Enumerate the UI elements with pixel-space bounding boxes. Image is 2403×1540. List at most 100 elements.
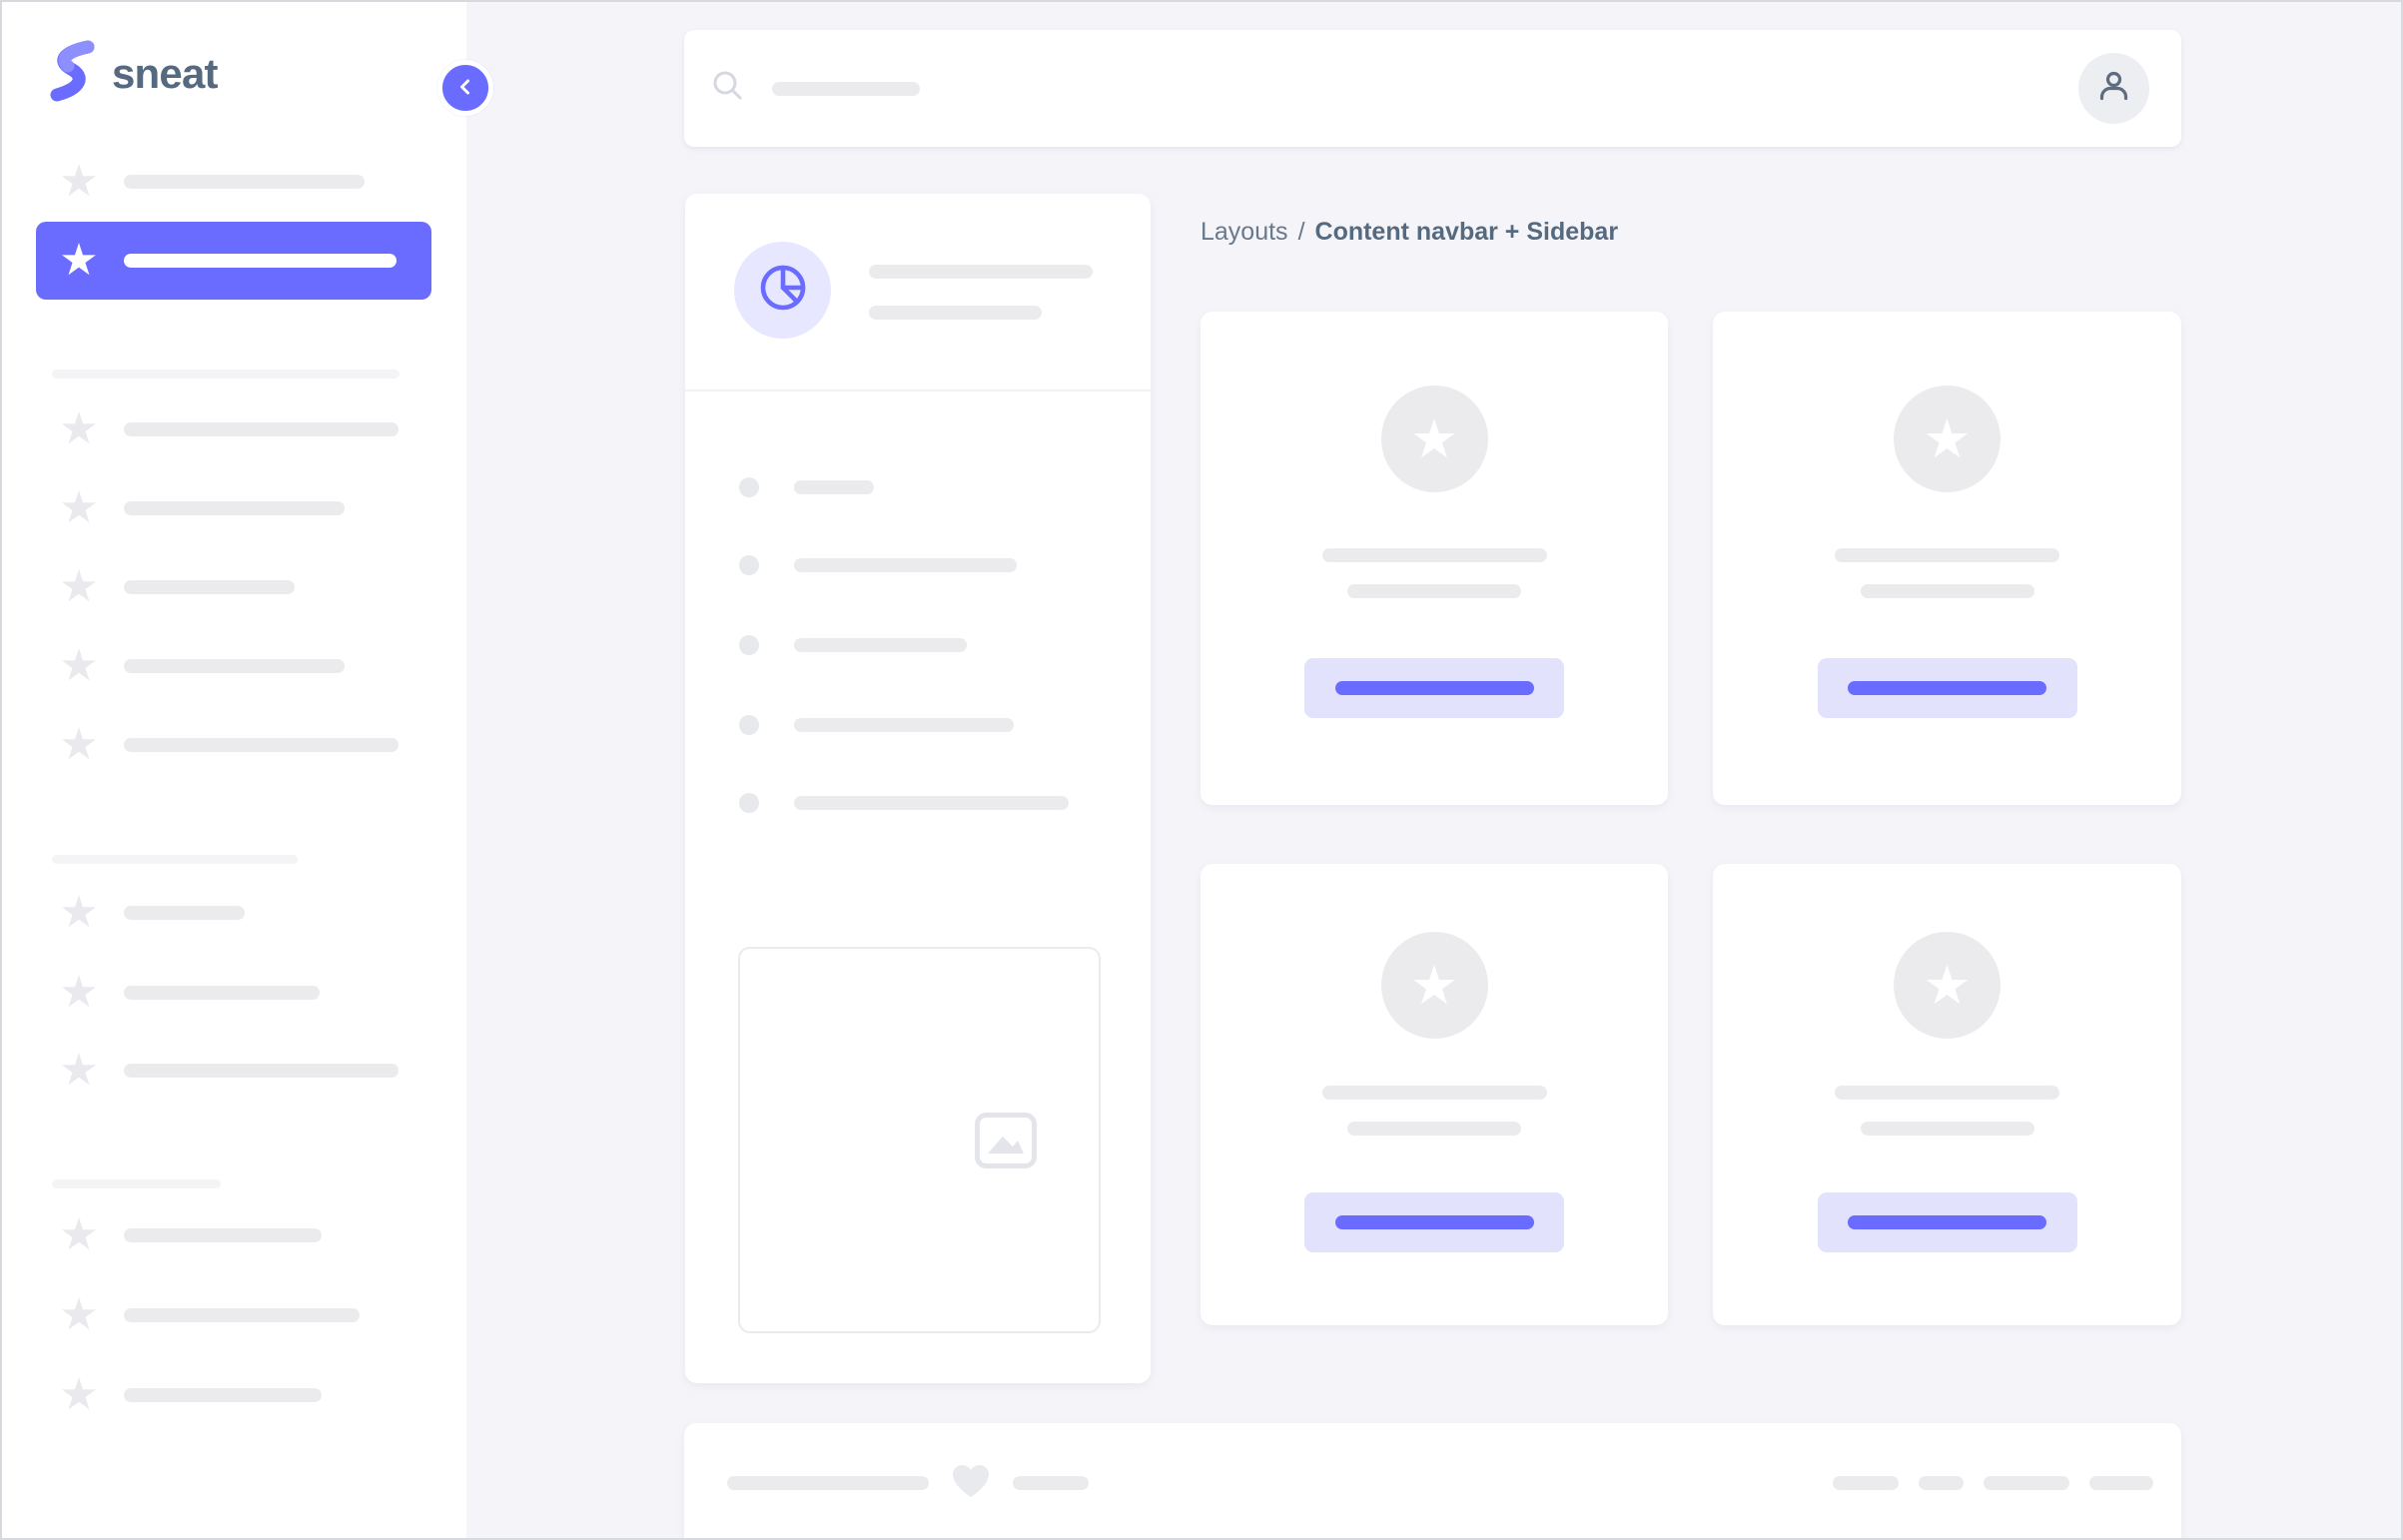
sidebar-collapse-button[interactable]: [437, 60, 493, 116]
image-icon: [975, 1113, 1037, 1173]
footer: [684, 1423, 2181, 1538]
star-icon: ★: [1409, 955, 1459, 1016]
list-bullet-dot: [739, 715, 759, 735]
footer-link-skeleton: [1984, 1476, 2069, 1490]
list-text-skeleton: [794, 558, 1017, 572]
star-icon: ★: [59, 1046, 99, 1095]
sidebar-item[interactable]: ★: [2, 1276, 466, 1354]
star-avatar: ★: [1380, 385, 1488, 492]
footer-left-group: [727, 1463, 1089, 1503]
sidebar-item[interactable]: ★: [2, 1032, 466, 1110]
sidebar-item[interactable]: ★: [2, 954, 466, 1032]
list-item: [739, 715, 1014, 735]
menu-section-divider: [52, 1179, 221, 1188]
star-avatar: ★: [1894, 932, 2001, 1039]
star-icon: ★: [59, 968, 99, 1017]
sidebar-item[interactable]: ★: [2, 1196, 466, 1274]
menu-label-skeleton: [124, 1228, 322, 1242]
star-icon: ★: [59, 483, 99, 532]
button-label-skeleton: [1334, 681, 1534, 695]
card-title-skeleton: [1321, 548, 1547, 562]
list-bullet-dot: [739, 635, 759, 655]
card-action-button[interactable]: [1304, 658, 1564, 718]
list-item: [739, 555, 1017, 575]
chevron-left-icon: [453, 75, 477, 102]
search-placeholder-skeleton: [772, 81, 920, 96]
footer-link-skeleton: [1833, 1476, 1899, 1490]
star-icon: ★: [59, 157, 99, 206]
star-icon: ★: [1923, 955, 1972, 1016]
sidebar-item[interactable]: ★: [2, 390, 466, 468]
footer-link-skeleton: [2089, 1476, 2153, 1490]
breadcrumb-separator: /: [1297, 218, 1305, 246]
list-item: [739, 477, 874, 497]
star-icon: ★: [59, 236, 99, 285]
user-avatar[interactable]: [2078, 53, 2149, 124]
layout-demo-card: [685, 194, 1151, 1383]
menu-label-skeleton: [124, 738, 399, 752]
menu-label-skeleton: [124, 1308, 360, 1322]
star-icon: ★: [59, 562, 99, 611]
breadcrumb-section[interactable]: Layouts: [1201, 218, 1288, 246]
star-icon: ★: [59, 720, 99, 769]
footer-text-skeleton: [1013, 1476, 1089, 1490]
image-placeholder: [738, 947, 1101, 1333]
button-label-skeleton: [1848, 1215, 2046, 1229]
card-action-button[interactable]: [1817, 1192, 2077, 1252]
menu-section-divider: [52, 855, 298, 864]
card-title-skeleton: [1835, 548, 2059, 562]
sidebar-item[interactable]: ★: [2, 627, 466, 705]
card-title-skeleton: [1835, 1086, 2059, 1100]
menu-label-skeleton: [124, 501, 345, 515]
sidebar-item[interactable]: ★: [2, 143, 466, 221]
heart-icon: [951, 1463, 991, 1504]
list-text-skeleton: [794, 796, 1069, 810]
footer-link-skeleton: [1919, 1476, 1964, 1490]
card-action-button[interactable]: [1304, 1192, 1564, 1252]
grid-card: ★: [1201, 312, 1668, 805]
list-item: [739, 635, 967, 655]
card-title-skeleton: [1321, 1086, 1547, 1100]
grid-card: ★: [1713, 864, 2181, 1325]
menu-label-skeleton: [124, 1388, 322, 1402]
menu-label-skeleton: [124, 659, 345, 673]
grid-card: ★: [1201, 864, 1668, 1325]
star-icon: ★: [59, 404, 99, 453]
sidebar-item[interactable]: ★: [2, 469, 466, 547]
sidebar-item[interactable]: ★: [2, 706, 466, 784]
menu-section-divider: [52, 370, 400, 379]
star-icon: ★: [59, 1370, 99, 1419]
star-icon: ★: [1923, 408, 1972, 469]
header-subtitle-skeleton: [869, 306, 1042, 320]
star-avatar: ★: [1894, 385, 2001, 492]
card-action-button[interactable]: [1817, 658, 2077, 718]
breadcrumb-current: Content navbar + Sidebar: [1314, 218, 1619, 246]
sidebar-item[interactable]: ★: [2, 874, 466, 952]
card-subtitle-skeleton: [1860, 584, 2034, 598]
card-subtitle-skeleton: [1347, 584, 1521, 598]
star-icon: ★: [1409, 408, 1459, 469]
sidebar-item[interactable]: ★: [2, 548, 466, 626]
card-subtitle-skeleton: [1347, 1122, 1521, 1136]
sidebar-item-active[interactable]: ★: [36, 222, 431, 300]
breadcrumb: Layouts / Content navbar + Sidebar: [1201, 218, 1618, 247]
card-subtitle-skeleton: [1860, 1122, 2034, 1136]
app-logo-text: sneat: [112, 49, 219, 97]
sidebar: sneat ★ ★ ★ ★ ★ ★ ★ ★ ★ ★ ★ ★ ★: [2, 2, 493, 1538]
button-label-skeleton: [1848, 681, 2046, 695]
menu-label-skeleton: [124, 175, 365, 189]
menu-label-skeleton: [124, 906, 245, 920]
demo-card-header: [685, 194, 1151, 391]
menu-label-skeleton: [124, 580, 295, 594]
list-text-skeleton: [794, 718, 1014, 732]
footer-text-skeleton: [727, 1476, 929, 1490]
top-navbar: [684, 30, 2181, 147]
search-icon: [710, 68, 746, 109]
list-item: [739, 793, 1069, 813]
app-brand[interactable]: sneat: [44, 40, 219, 107]
sidebar-item[interactable]: ★: [2, 1356, 466, 1434]
button-label-skeleton: [1334, 1215, 1534, 1229]
user-icon: [2095, 68, 2132, 110]
search-input[interactable]: [710, 68, 920, 109]
